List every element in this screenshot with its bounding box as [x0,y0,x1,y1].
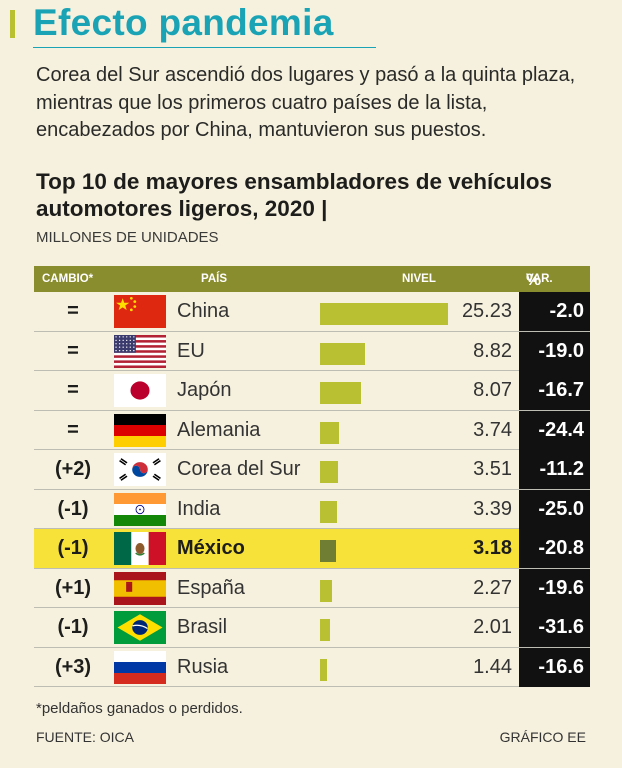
table-row: (-1) Brasil 2.01 -31.6 [34,608,590,648]
germany-flag-icon [114,413,166,447]
header-nivel: NIVEL [402,273,436,285]
table-row: = EU 8.82 -19.0 [34,331,590,371]
bar-corea-del-sur [320,461,338,483]
footnote: *peldaños ganados o perdidos. [36,700,243,717]
brazil-flag-icon [114,611,166,644]
row-cambio: = [67,339,79,362]
row-cambio: = [67,418,79,441]
usa-flag-icon [114,334,166,368]
page-title: Efecto pandemia [33,2,334,43]
bar-india [320,500,338,523]
japan-flag-icon [114,374,166,407]
bar-rusia [320,658,328,681]
header-pais: PAÍS [201,273,227,285]
header-var-pct: % [526,270,542,289]
row-pais: Japón [177,379,232,401]
row-cambio: (+3) [54,655,92,678]
table-row: = Japón 8.07 -16.7 [34,371,590,411]
bar-españa [320,579,332,602]
title-underline [33,47,376,48]
row-pais: Rusia [177,655,229,678]
row-nivel: 2.01 [473,616,512,638]
table-row: (+2) Corea del Sur 3.51 -11.2 [34,450,590,490]
row-pais: Alemania [177,418,261,441]
bar-china [320,303,448,325]
row-pais: México [177,537,245,559]
chart-title: Top 10 de mayores ensambladores de vehíc… [36,169,553,221]
title-accent-bar [10,10,15,38]
row-pais: China [177,300,230,322]
header-cambio: CAMBIO* [42,273,94,285]
row-nivel: 8.07 [473,379,512,401]
ranking-table: = China 25.23 -2.0 = EU 8.82 -19.0 = Japón 8.07 -16… [34,292,590,687]
credit: GRÁFICO EE [499,729,586,745]
intro-text: Corea del Sur ascendió dos lugares y pas… [36,64,576,141]
header-var: VAR. % [526,270,553,289]
table-row: = Alemania 3.74 -24.4 [34,410,590,450]
row-pais: Brasil [177,616,228,638]
spain-flag-icon [114,571,166,605]
table-row: (+1) España 2.27 -19.6 [34,568,590,608]
row-var: -24.4 [519,410,590,450]
row-cambio: (+1) [54,576,92,599]
bar-brasil [320,619,331,641]
row-var: -31.6 [519,608,590,647]
table-row: (-1) India 3.39 -25.0 [34,489,590,529]
row-nivel: 2.27 [473,576,512,599]
row-nivel: 3.51 [473,458,512,480]
row-var: -25.0 [519,489,590,529]
row-cambio: (-1) [57,497,89,520]
row-nivel: 3.18 [473,537,512,559]
chart-subtitle: MILLONES DE UNIDADES [36,229,219,246]
row-nivel: 8.82 [473,339,512,362]
row-cambio: (-1) [57,616,89,638]
row-nivel: 1.44 [473,655,512,678]
row-cambio: (-1) [57,537,89,559]
row-var: -19.6 [519,568,590,608]
row-cambio: = [67,300,79,322]
bar-eu [320,342,365,365]
row-var: -11.2 [519,450,590,489]
russia-flag-icon [114,650,166,684]
row-pais: Corea del Sur [177,458,301,480]
row-nivel: 25.23 [461,300,512,322]
bar-alemania [320,421,339,444]
table-header: CAMBIO* PAÍS NIVEL VAR. % [34,266,590,292]
india-flag-icon [114,492,166,526]
bar-méxico [320,540,337,562]
row-var: -20.8 [519,529,590,568]
mexico-flag-icon [114,532,166,565]
table-row: (-1) México 3.18 -20.8 [34,529,590,569]
row-pais: EU [177,339,205,362]
row-var: -19.0 [519,331,590,371]
row-var: -2.0 [519,292,590,331]
row-pais: India [177,497,221,520]
table-row: (+3) Rusia 1.44 -16.6 [34,647,590,687]
row-cambio: = [67,379,79,401]
row-nivel: 3.74 [473,418,512,441]
source: FUENTE: OICA [36,729,135,745]
row-var: -16.7 [519,371,590,410]
row-pais: España [177,576,245,599]
south-korea-flag-icon [114,453,166,486]
china-flag-icon [114,295,166,328]
row-var: -16.6 [519,647,590,687]
bar-japón [320,382,361,404]
row-nivel: 3.39 [473,497,512,520]
table-row: = China 25.23 -2.0 [34,292,590,332]
row-cambio: (+2) [54,458,92,480]
